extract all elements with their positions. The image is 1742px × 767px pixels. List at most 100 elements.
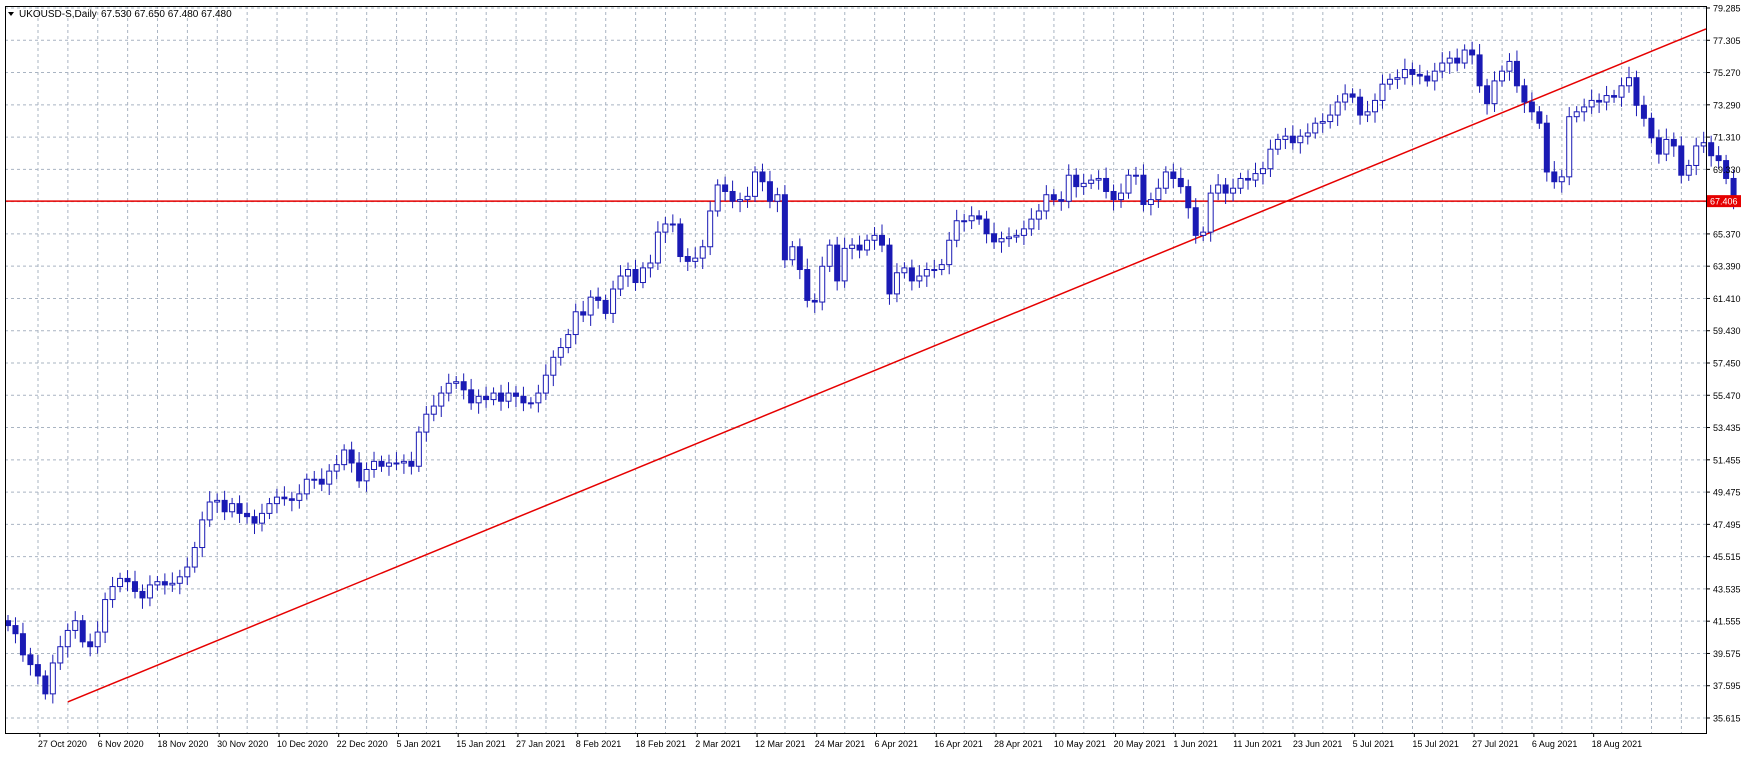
time-axis[interactable]: 27 Oct 2020 6 Nov 2020 18 Nov 2020 30 Nov 2… [38,733,1642,749]
candle-body-bull [453,381,460,384]
candle-body-bull [841,247,848,282]
candle [146,575,153,607]
candle-body-bear [991,233,998,243]
candle-body-bear [131,581,138,592]
candle [124,570,131,592]
candle-body-bull [1334,101,1341,116]
candle [1439,52,1446,79]
candle-body-bull [639,267,646,284]
candle-body-bull [1625,77,1632,87]
x-tick-label: 10 Dec 2020 [277,739,328,749]
candle-body-bear [79,620,86,643]
x-tick-label: 18 Aug 2021 [1592,739,1643,749]
candle [625,262,632,287]
candle [1073,168,1080,198]
candle [1611,89,1618,103]
x-tick-label: 27 Jan 2021 [516,739,566,749]
candle-body-bull [430,405,437,415]
trendline[interactable] [67,28,1707,703]
candle [1222,177,1229,204]
candle [1200,226,1207,242]
candle-body-bull [146,584,153,599]
candle-body-bear [1409,69,1416,75]
candle [961,213,968,232]
candle [893,263,900,303]
candle-body-bull [1304,132,1311,137]
plot-frame [5,6,1707,734]
candle-body-bull [707,210,714,248]
candle [408,451,415,475]
candle-body-bear [1416,73,1423,77]
y-tick-label: 79.285 [1713,4,1741,14]
candle [1678,136,1685,184]
candle-body-bull [258,512,265,524]
candle-body-bear [1513,60,1520,87]
candle-body-bull [1372,99,1379,113]
candle [1065,164,1072,209]
candle [1424,70,1431,87]
candle-body-bull [1319,121,1326,124]
candle [87,633,94,657]
candle [1670,132,1677,157]
candle-body-bull [199,519,206,549]
candle [363,462,370,492]
candle-body-bull [1147,199,1154,205]
candle [849,238,856,260]
x-tick-label: 23 Jun 2021 [1293,739,1343,749]
dropdown-triangle-icon[interactable] [8,12,14,16]
candle [542,364,549,401]
candle [1162,166,1169,194]
candle-body-bull [311,478,318,481]
price-axis[interactable]: 79.28577.30575.27073.29071.31069.33067.3… [1706,4,1741,724]
candle-body-bull [303,478,310,495]
candle [385,454,392,476]
candle [1252,162,1259,188]
candle-body-bull [1155,187,1162,201]
candle-body-bear [1185,186,1192,209]
candle [1140,164,1147,212]
candle [1588,89,1595,114]
candle-body-bull [931,269,938,272]
candle [184,557,191,586]
candle [505,382,512,409]
candle [565,328,572,354]
candle-body-bull [998,238,1005,243]
trendlines [5,28,1707,703]
candle-body-bull [341,449,348,466]
candle [789,241,796,266]
candle [430,395,437,422]
candle-body-bull [1439,62,1446,72]
candle-body-bull [542,374,549,394]
candle [288,491,295,512]
candle-body-bull [273,496,280,505]
candle-body-bear [468,389,475,404]
candle [819,256,826,311]
candle-body-bull [1274,138,1281,150]
candle [109,576,116,608]
candle [1431,62,1438,91]
candle [12,617,19,644]
candle [1401,58,1408,85]
candle-body-bull [206,501,213,521]
candle [766,170,773,209]
candle-body-bull [49,662,56,695]
candle [453,376,460,390]
candle [1454,48,1461,72]
candle-body-bull [1581,106,1588,113]
candle-body-bull [1663,138,1670,155]
candle-body-bear [684,256,691,262]
x-tick-label: 8 Feb 2021 [576,739,622,749]
candle-body-bull [901,267,908,274]
candle-body-bear [244,512,251,518]
candle-body-bear [580,311,587,316]
candle [206,491,213,527]
candle-body-bull [1312,122,1319,134]
candle-body-bull [557,347,564,358]
candle-body-bull [1282,135,1289,140]
price-label-bg [1707,195,1741,208]
candle-body-bear [124,577,131,583]
candle [595,287,602,309]
